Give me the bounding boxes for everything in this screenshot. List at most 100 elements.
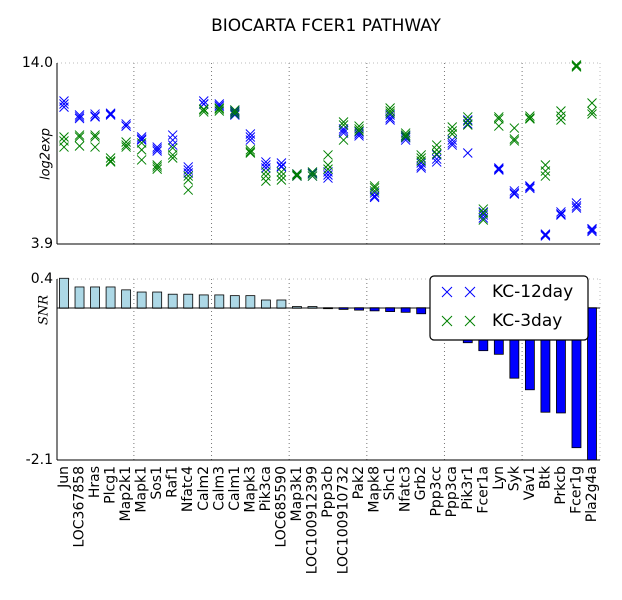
scatter-point: [462, 148, 473, 158]
scatter-point: [307, 171, 318, 181]
scatter-point: [400, 131, 411, 141]
scatter-point: [59, 142, 69, 152]
x-tick-label: Calm2: [196, 466, 212, 511]
scatter-point: [183, 168, 194, 178]
scatter-point: [525, 114, 535, 124]
scatter-point: [167, 150, 178, 160]
y-tick-label: -2.1: [26, 452, 53, 468]
scatter-point: [416, 158, 427, 168]
y-axis-label: log2exp: [39, 128, 54, 180]
scatter-point: [152, 146, 163, 156]
bar: [105, 286, 116, 309]
x-tick-label: LOC100910732: [336, 466, 352, 574]
scatter-point: [369, 181, 380, 191]
scatter-point: [478, 204, 489, 214]
scatter-point: [105, 153, 116, 163]
scatter-point: [183, 175, 194, 185]
scatter-point: [400, 130, 411, 140]
scatter-point: [571, 60, 582, 70]
x-tick-label: Map3k1: [289, 466, 305, 521]
scatter-point: [74, 130, 85, 140]
scatter-point: [525, 183, 535, 194]
scatter-point: [385, 103, 395, 113]
y-tick-label: 3.9: [31, 236, 53, 252]
scatter-point: [261, 171, 271, 181]
x-tick-label: Mapk1: [134, 466, 150, 513]
scatter-point: [509, 134, 520, 144]
scatter-point: [556, 210, 566, 220]
scatter-point: [307, 168, 318, 178]
scatter-point: [447, 138, 458, 148]
scatter-point: [525, 111, 535, 121]
scatter-point: [245, 135, 256, 145]
scatter-point: [385, 110, 395, 120]
scatter-point: [447, 126, 458, 136]
scatter-point: [354, 121, 364, 131]
scatter-point: [540, 231, 551, 241]
scatter-point: [307, 169, 318, 179]
x-tick-label: Calm3: [211, 466, 227, 511]
scatter-point: [493, 164, 504, 174]
scatter-point: [338, 117, 349, 127]
scatter-point: [478, 215, 489, 225]
legend-label: KC-12day: [492, 282, 573, 302]
y-tick-label: 0.4: [31, 271, 53, 287]
scatter-point: [307, 167, 318, 177]
scatter-point: [59, 132, 69, 142]
bar: [260, 299, 271, 309]
scatter-point: [323, 160, 333, 170]
y-tick-label: 14.0: [22, 55, 53, 71]
x-tick-label: Plcg1: [103, 466, 119, 504]
scatter-point: [338, 135, 349, 145]
bar: [214, 294, 225, 309]
scatter-point: [90, 132, 100, 142]
scatter-point: [121, 142, 131, 152]
scatter-point: [323, 173, 333, 183]
scatter-point: [369, 186, 380, 196]
scatter-point: [261, 176, 271, 186]
scatter-point: [400, 132, 411, 142]
scatter-point: [152, 164, 163, 174]
scatter-point: [105, 157, 116, 167]
x-tick-label: Pik3ca: [258, 466, 274, 511]
scatter-point: [323, 150, 333, 160]
scatter-point: [276, 167, 287, 177]
scatter-point: [152, 144, 163, 154]
scatter-point: [214, 99, 225, 109]
x-tick-label: Pik3r1: [460, 466, 476, 510]
scatter-point: [416, 161, 427, 171]
scatter-point: [587, 223, 597, 234]
scatter-point: [571, 198, 582, 208]
scatter-point: [59, 102, 69, 112]
scatter-point: [292, 171, 302, 181]
scatter-point: [571, 201, 582, 211]
scatter-point: [354, 129, 364, 139]
scatter-point: [525, 181, 535, 191]
scatter-point: [385, 113, 395, 123]
scatter-point: [276, 175, 287, 185]
scatter-point: [214, 101, 225, 111]
scatter-point: [121, 140, 131, 150]
bar: [416, 307, 427, 315]
x-tick-label: Btk: [537, 465, 553, 489]
scatter-point: [74, 113, 85, 124]
scatter-point: [431, 150, 442, 160]
scatter-point: [105, 156, 116, 166]
legend-marker: [441, 286, 453, 298]
scatter-point: [587, 225, 597, 235]
bar: [354, 307, 364, 311]
scatter-point: [136, 135, 147, 145]
x-tick-label: Ppp3ca: [444, 466, 460, 517]
x-tick-label: Ppp3cb: [320, 466, 336, 518]
legend-marker: [464, 286, 476, 298]
scatter-point: [400, 128, 411, 138]
scatter-point: [354, 124, 364, 134]
scatter-point: [90, 111, 100, 121]
x-tick-label: Grb2: [413, 466, 429, 500]
scatter-point: [354, 126, 364, 136]
scatter-point: [183, 171, 194, 181]
scatter-point: [245, 147, 256, 157]
scatter-point: [587, 106, 597, 117]
scatter-point: [416, 156, 427, 166]
bar: [183, 293, 194, 309]
